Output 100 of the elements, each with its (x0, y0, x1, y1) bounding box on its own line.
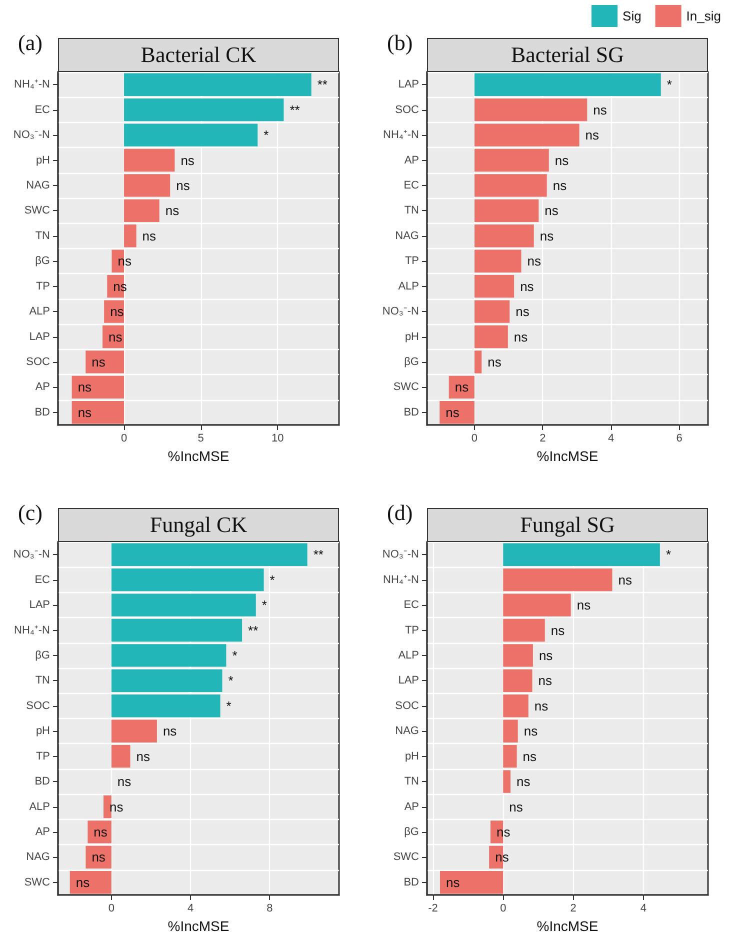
data-label: ns (593, 102, 608, 118)
text: (c) (18, 500, 42, 526)
bar (111, 669, 222, 692)
bar (124, 224, 136, 248)
y-tick-label: NH₄⁺-N (383, 129, 420, 142)
y-tick-label: SOC (26, 356, 50, 368)
y-tick-label: ALP (29, 800, 50, 813)
data-label: ns (176, 178, 190, 193)
x-tick-label: 0 (120, 432, 128, 444)
bar (474, 124, 580, 146)
y-tick-label: SWC (393, 851, 420, 864)
bar (474, 174, 547, 197)
bar (440, 401, 474, 424)
y-tick-label: NAG (395, 230, 419, 242)
y-tick-label: pH (36, 154, 50, 166)
y-tick-label: EC (404, 179, 420, 192)
data-label: ns (165, 203, 180, 218)
y-tick-label: βG (35, 649, 50, 662)
data-label: ns (522, 748, 538, 764)
x-tick-label: 10 (271, 432, 284, 444)
bar (474, 300, 510, 323)
data-label: ns (554, 152, 570, 168)
bar (474, 148, 549, 172)
data-label: ns (94, 824, 108, 840)
y-tick-label: βG (35, 255, 50, 268)
y-tick-label: EC (404, 599, 420, 612)
bar (111, 720, 157, 742)
y-tick-label: EC (34, 104, 50, 116)
text: (b) (387, 30, 413, 56)
data-label: ns (142, 228, 157, 244)
y-tick-label: BD (404, 406, 420, 418)
legend-label: In_sig (686, 8, 722, 24)
y-tick-label: NH₄⁺-N (383, 574, 420, 586)
bar (111, 618, 242, 642)
data-label: ** (290, 102, 300, 118)
bar (124, 124, 258, 146)
bar (124, 199, 160, 222)
data-label: ns (454, 380, 470, 395)
data-label: ns (516, 774, 531, 790)
y-tick-label: AP (404, 800, 419, 813)
bar (70, 871, 112, 894)
data-label: ns (527, 254, 542, 269)
bar (474, 250, 522, 272)
data-label: ns (544, 203, 559, 218)
data-label: ns (524, 724, 538, 739)
y-tick-label: pH (404, 330, 420, 343)
bar (474, 73, 661, 96)
bar (111, 644, 226, 667)
y-tick-label: LAP (29, 330, 50, 343)
bar (474, 224, 534, 248)
data-label: ns (78, 380, 92, 395)
bar (503, 694, 528, 718)
x-tick-label: -2 (428, 902, 438, 914)
data-label: ns (92, 354, 106, 370)
data-label: ns (78, 404, 92, 420)
y-tick-label: TN (35, 230, 50, 242)
bar (124, 73, 312, 96)
data-label: ns (514, 329, 528, 344)
bar (111, 744, 130, 768)
data-label: ns (76, 874, 90, 890)
y-tick-label: AP (35, 381, 50, 394)
bar (503, 618, 545, 642)
bar (111, 594, 256, 616)
data-label: ns (538, 673, 552, 688)
bar (503, 720, 518, 742)
data-label: ns (576, 598, 592, 613)
y-tick-label: ALP (398, 280, 419, 292)
data-label: * (270, 572, 275, 588)
data-label: * (264, 128, 269, 143)
bar (474, 274, 514, 298)
y-tick-label: TP (36, 280, 50, 292)
y-tick-label: ALP (29, 306, 50, 318)
bar (503, 543, 660, 566)
y-tick-label: NAG (395, 725, 419, 738)
y-tick-label: SOC (26, 700, 50, 712)
data-label: * (262, 598, 267, 613)
data-label: ns (488, 354, 502, 370)
data-label: ns (534, 698, 549, 714)
chart-title: Bacterial CK (58, 38, 339, 72)
text: (a) (18, 30, 42, 56)
data-label: ns (117, 774, 132, 790)
chart-title: Fungal CK (58, 508, 339, 542)
y-tick-label: SWC (24, 876, 50, 888)
y-tick-label: SOC (395, 104, 420, 116)
y-tick-label: NO₃⁻-N (13, 129, 50, 142)
y-tick-label: NO₃⁻-N (382, 306, 420, 318)
y-tick-label: NO₃⁻-N (382, 548, 420, 561)
y-tick-label: BD (34, 776, 50, 788)
data-label: ns (552, 178, 568, 193)
bar (503, 770, 510, 793)
data-label: ns (446, 404, 460, 420)
x-tick-label: 4 (188, 902, 194, 914)
data-label: * (226, 698, 232, 714)
y-tick-label: ALP (398, 649, 419, 662)
data-label: * (232, 648, 238, 663)
x-tick-label: 4 (608, 432, 614, 444)
bar (503, 644, 533, 667)
x-axis-title: %IncMSE (536, 448, 598, 464)
y-tick-label: SWC (393, 381, 420, 394)
x-tick-label: 2 (540, 432, 546, 444)
